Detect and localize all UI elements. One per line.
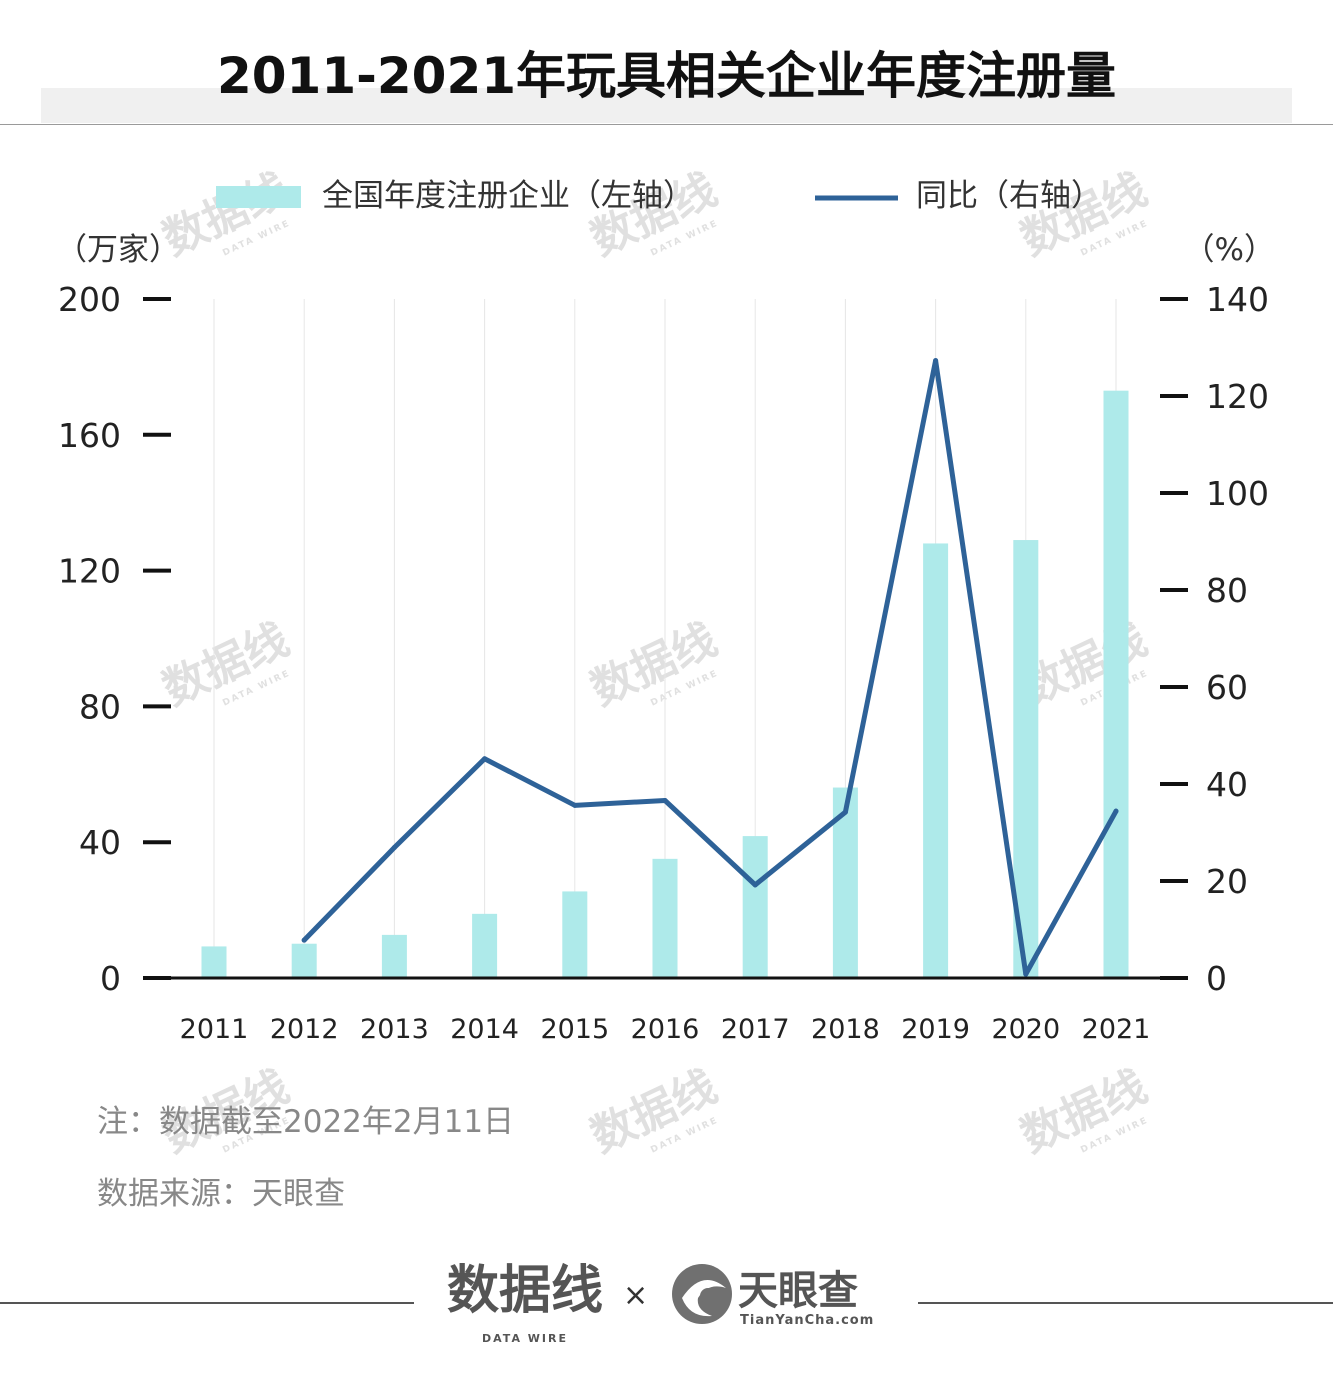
legend-line-label: 同比（右轴） [916,178,1102,214]
left-tick-label: 40 [79,823,121,862]
left-tick-label: 160 [58,416,121,455]
x-tick-label: 2015 [540,1014,609,1045]
line-point [1023,971,1029,977]
tianyancha-logo-text: 天眼查 [738,1268,858,1314]
right-tick-label: 20 [1206,862,1248,901]
bar [381,934,407,978]
legend: 全国年度注册企业（左轴） 同比（右轴） [216,178,1102,214]
right-axis: 0 20 40 60 80 100 120 140 [1160,280,1269,998]
x-tick-label: 2011 [180,1014,249,1045]
line-point [842,809,848,815]
legend-bar-swatch [216,186,301,208]
bar [923,543,949,978]
x-tick-label: 2018 [811,1014,880,1045]
bar [201,946,227,978]
tianyancha-logo: 天眼查 TianYanCha.com [672,1264,874,1328]
right-tick-label: 60 [1206,668,1248,707]
left-tick-label: 200 [58,280,121,319]
right-tick-label: 140 [1206,280,1269,319]
right-tick-label: 40 [1206,765,1248,804]
left-axis-unit: （万家） [56,232,180,268]
line-point [572,802,578,808]
tianyancha-logo-sub: TianYanCha.com [740,1313,874,1328]
bar [562,891,588,978]
x-tick-labels: 2011 2012 2013 2014 2015 2016 2017 2018 2019 2020… [180,1014,1151,1045]
x-tick-label: 2013 [360,1014,429,1045]
right-tick-label: 80 [1206,571,1248,610]
footer-line-left [0,1302,414,1304]
datawire-logo-text: 数据线 [447,1261,603,1321]
note-text: 注：数据截至2022年2月11日 [97,1104,515,1140]
line-series [301,358,1119,977]
right-axis-unit: （%） [1184,232,1275,268]
line-path [301,358,1119,977]
line-point [752,882,758,888]
source-text: 数据来源：天眼查 [97,1176,345,1212]
line-point [933,358,939,364]
x-tick-label: 2014 [450,1014,519,1045]
legend-bar-label: 全国年度注册企业（左轴） [322,178,694,214]
left-axis: 0 40 80 120 160 200 [58,280,171,998]
right-tick-label: 120 [1206,377,1269,416]
x-tick-label: 2021 [1082,1014,1151,1045]
bar [291,943,317,978]
x-tick-label: 2020 [991,1014,1060,1045]
line-point [301,937,307,943]
right-tick-label: 0 [1206,959,1227,998]
bar [652,858,678,978]
bar [1103,390,1129,978]
left-tick-label: 0 [100,959,121,998]
left-tick-label: 120 [58,552,121,591]
line-point [391,845,397,851]
bar [742,836,768,978]
x-tick-label: 2012 [270,1014,339,1045]
title-rule [0,124,1333,125]
chart-title: 2011-2021年玩具相关企业年度注册量 [216,47,1117,105]
title-band [41,88,1292,123]
line-point [662,797,668,803]
right-tick-label: 100 [1206,474,1269,513]
tianyancha-eye-icon [672,1264,732,1324]
line-point [1113,808,1119,814]
bar-series [201,390,1129,978]
datawire-logo-sub: DATA WIRE [482,1332,568,1345]
x-tick-label: 2019 [901,1014,970,1045]
datawire-logo: 数据线 DATA WIRE [447,1261,603,1345]
left-tick-label: 80 [79,687,121,726]
line-point [482,756,488,762]
footer-line-right [918,1302,1333,1304]
brand-cross: × [623,1278,649,1313]
x-tick-label: 2016 [631,1014,700,1045]
bar [472,913,498,978]
x-tick-label: 2017 [721,1014,790,1045]
